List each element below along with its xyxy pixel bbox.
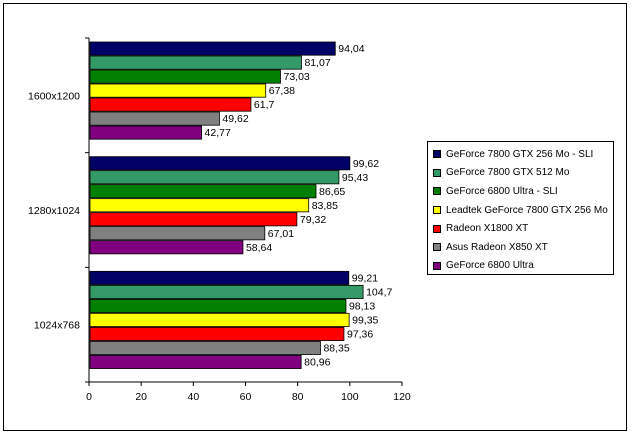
data-label-bg [297, 213, 332, 225]
x-tick-label: 120 [393, 391, 411, 403]
legend-item: Leadtek GeForce 7800 GTX 256 Mo [428, 201, 613, 220]
data-label-bg [364, 286, 399, 298]
x-tick-label: 60 [240, 391, 252, 403]
data-label: 79,32 [300, 214, 326, 226]
data-label-bg [302, 356, 337, 368]
data-label: 94,04 [338, 43, 364, 55]
legend-label: Radeon X1800 XT [446, 223, 529, 235]
legend-label: Leadtek GeForce 7800 GTX 256 Mo [446, 204, 608, 216]
data-label-bg [220, 113, 255, 125]
bar [89, 83, 267, 98]
x-tick-label: 100 [341, 391, 359, 403]
x-tick-label: 40 [187, 391, 199, 403]
legend-item: Asus Radeon X850 XT [428, 238, 613, 257]
bar [89, 198, 310, 213]
legend-item: Radeon X1800 XT [428, 219, 613, 238]
data-label-bg [251, 99, 280, 111]
legend-label: GeForce 6800 Ultra [446, 260, 534, 272]
data-label-bg [302, 57, 337, 69]
x-tick-label: 0 [86, 391, 92, 403]
legend-item: GeForce 7800 GTX 256 Mo - SLI [428, 145, 613, 164]
bar [89, 326, 345, 341]
bar [89, 212, 298, 227]
bar [89, 226, 266, 241]
data-label-bg [321, 342, 356, 354]
bar [89, 170, 340, 185]
data-label: 98,13 [349, 301, 375, 313]
data-label-bg [281, 71, 316, 83]
chart-frame: 94,04 81,07 73,03 67,38 61,7 49,62 42,77 1600x1… [3, 3, 627, 431]
bar [89, 125, 202, 140]
data-label: 80,96 [304, 357, 330, 369]
bar [89, 41, 336, 56]
x-tick-label: 80 [292, 391, 304, 403]
data-label-bg [266, 85, 301, 97]
data-label: 67,01 [268, 228, 294, 240]
bar [89, 284, 364, 299]
data-label: 49,62 [222, 113, 248, 125]
data-label: 99,21 [352, 273, 378, 285]
data-label-bg [349, 272, 384, 284]
data-label: 104,7 [366, 287, 392, 299]
legend-swatch [433, 168, 441, 177]
data-label: 73,03 [283, 71, 309, 83]
data-label-bg [339, 171, 374, 183]
legend-swatch [433, 206, 441, 215]
bar [89, 184, 317, 199]
data-label: 97,36 [347, 329, 373, 341]
legend-swatch [433, 187, 441, 196]
data-label-bg [350, 157, 385, 169]
data-label-bg [317, 185, 352, 197]
x-tick-label: 20 [135, 391, 147, 403]
data-label-bg [344, 328, 379, 340]
bar [89, 156, 351, 171]
legend-label: GeForce 6800 Ultra - SLI [446, 185, 558, 197]
bar [89, 354, 302, 369]
bar-chart: 94,04 81,07 73,03 67,38 61,7 49,62 42,77 1600x1… [28, 37, 411, 403]
bar [89, 312, 350, 327]
data-label: 95,43 [342, 172, 368, 184]
data-label-bg [202, 127, 237, 139]
data-label-bg [350, 314, 385, 326]
legend-swatch [433, 150, 441, 159]
data-label: 81,07 [304, 57, 330, 69]
data-label-bg [336, 43, 371, 55]
data-label: 99,35 [352, 315, 378, 327]
legend: GeForce 7800 GTX 256 Mo - SLI GeForce 780… [427, 141, 614, 275]
data-label: 99,62 [353, 158, 379, 170]
category-label: 1024x768 [34, 320, 80, 332]
legend-label: Asus Radeon X850 XT [446, 241, 548, 253]
legend-item: GeForce 7800 GTX 512 Mo [428, 164, 613, 183]
data-label: 83,85 [312, 200, 338, 212]
legend-label: GeForce 7800 GTX 512 Mo [446, 167, 570, 179]
data-label: 61,7 [254, 99, 275, 111]
bar [89, 111, 220, 126]
bar [89, 340, 321, 355]
legend-swatch [433, 261, 441, 270]
data-label-bg [243, 241, 278, 253]
data-label: 42,77 [205, 127, 231, 139]
legend-swatch [433, 224, 441, 233]
bar [89, 97, 252, 112]
bar [89, 69, 281, 84]
data-label-bg [265, 227, 300, 239]
legend-swatch [433, 243, 441, 252]
bar [89, 270, 350, 285]
bar [89, 298, 347, 313]
data-label: 67,38 [269, 85, 295, 97]
bar [89, 240, 244, 255]
legend-item: GeForce 6800 Ultra [428, 257, 613, 276]
category-label: 1600x1200 [28, 90, 80, 102]
category-label: 1280x1024 [28, 205, 80, 217]
bar [89, 55, 302, 70]
data-label: 58,64 [246, 242, 272, 254]
data-label-bg [346, 300, 381, 312]
legend-label: GeForce 7800 GTX 256 Mo - SLI [446, 148, 594, 160]
data-label-bg [309, 199, 344, 211]
legend-item: GeForce 6800 Ultra - SLI [428, 182, 613, 201]
data-label: 86,65 [319, 186, 345, 198]
data-label: 88,35 [323, 343, 349, 355]
